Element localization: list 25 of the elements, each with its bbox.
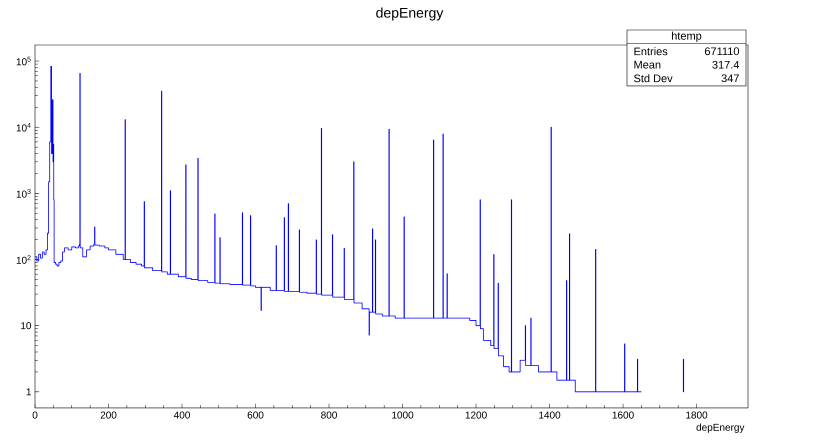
x-tick-label: 200 <box>100 412 116 419</box>
x-tick-label: 800 <box>321 412 337 419</box>
annotation: 671110 <box>704 47 740 56</box>
x-tick-label: 1800 <box>686 412 708 419</box>
x-tick-label: 1000 <box>392 412 414 419</box>
x-tick-label: 1200 <box>466 412 487 419</box>
annotation: Entries <box>634 47 668 56</box>
annotation: Std Dev <box>634 74 673 82</box>
x-tick-label: 0 <box>32 412 38 419</box>
x-tick-label: 1400 <box>539 412 560 419</box>
chart-title: depEnergy <box>376 7 444 21</box>
x-tick-label: 1600 <box>612 412 634 419</box>
x-tick-label: 600 <box>248 412 264 419</box>
y-tick-label: 10 <box>21 322 32 330</box>
annotation: Mean <box>634 60 660 69</box>
y-tick-label: 10$^{3}$ <box>16 189 31 198</box>
annotation: 347 <box>722 74 739 82</box>
y-tick-label: 1 <box>26 388 31 396</box>
x-tick-label: 400 <box>174 412 190 419</box>
y-tick-label: 10$^{2}$ <box>16 255 31 264</box>
y-tick-label: 10$^{4}$ <box>16 122 31 132</box>
text: htemp <box>672 32 702 42</box>
annotation: 317.4 <box>712 60 740 69</box>
y-tick-label: 10$^{5}$ <box>16 56 31 66</box>
x-axis-title: depEnergy <box>696 424 744 433</box>
